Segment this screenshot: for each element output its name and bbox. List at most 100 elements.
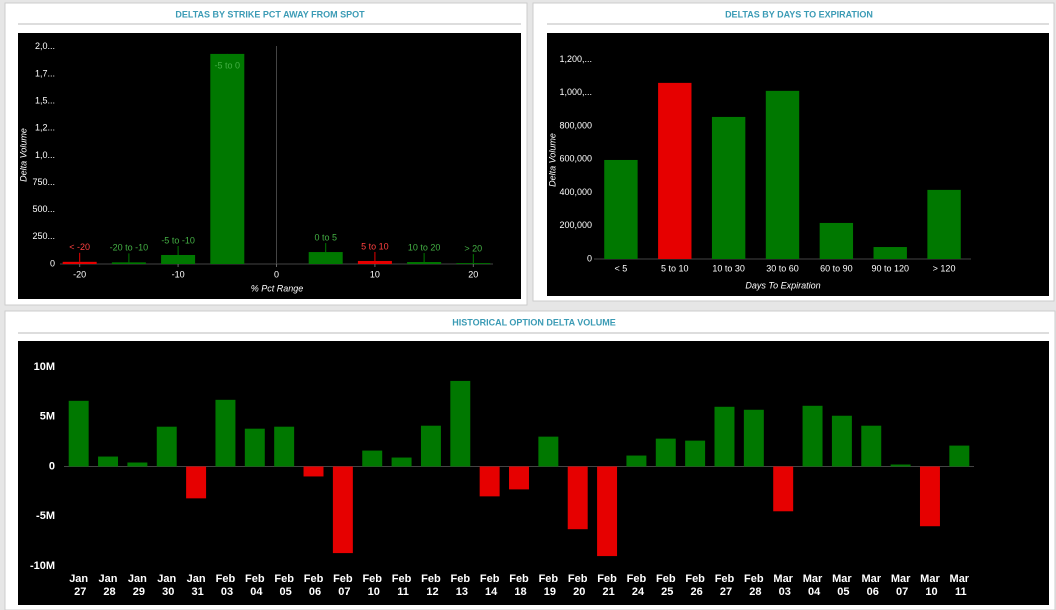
y-tick-label: 1,5... — [35, 96, 55, 106]
y-tick-label: -10M — [30, 560, 55, 572]
plot-bg — [18, 33, 521, 299]
y-tick-label: -5M — [36, 510, 55, 522]
x-tick-label: Mar 05 — [832, 573, 852, 598]
data-label: -20 to -10 — [110, 243, 149, 253]
x-tick-label: 10 to 30 — [712, 263, 745, 273]
y-tick-label: 10M — [34, 361, 55, 373]
y-tick-label: 0 — [49, 460, 55, 472]
bar — [819, 222, 854, 259]
y-tick-label: 2,0... — [35, 41, 55, 51]
x-tick-label: 30 to 60 — [766, 263, 799, 273]
y-axis-title: Delta Volume — [18, 128, 28, 182]
x-tick-label: Mar 07 — [891, 573, 911, 598]
bar — [890, 464, 911, 467]
bar — [802, 405, 823, 467]
bar — [161, 254, 196, 264]
bar — [332, 466, 353, 554]
y-tick-label: 1,7... — [35, 68, 55, 78]
y-tick-label: 0 — [50, 258, 55, 268]
y-tick-label: 1,200,... — [559, 54, 592, 64]
bar — [210, 53, 245, 264]
x-tick-label: -10 — [172, 269, 185, 279]
bar — [604, 159, 638, 259]
x-tick-label: Feb 25 — [656, 573, 676, 598]
x-tick-label: 90 to 120 — [871, 263, 909, 273]
bar — [655, 438, 676, 467]
bar — [391, 457, 412, 467]
bar — [765, 90, 800, 259]
x-tick-label: Mar 06 — [861, 573, 881, 598]
y-tick-label: 1,000,... — [559, 87, 592, 97]
data-label: < -20 — [69, 242, 90, 252]
bar — [685, 440, 706, 467]
x-tick-label: Feb 14 — [480, 573, 500, 598]
y-tick-label: 5M — [40, 411, 55, 423]
bar — [927, 189, 961, 259]
bar — [98, 456, 119, 467]
bar — [186, 466, 207, 499]
x-tick-label: Feb 28 — [744, 573, 764, 598]
bar — [714, 406, 735, 467]
x-tick-label: Feb 27 — [715, 573, 735, 598]
bar — [626, 455, 647, 467]
x-tick-label: Feb 18 — [509, 573, 529, 598]
x-tick-label: < 5 — [615, 263, 628, 273]
bar — [68, 400, 89, 467]
bar — [711, 116, 746, 259]
x-tick-label: Jan 31 — [187, 573, 206, 598]
y-tick-label: 1,0... — [35, 150, 55, 160]
bar — [831, 415, 852, 467]
bar — [538, 436, 559, 467]
x-tick-label: > 120 — [933, 263, 956, 273]
y-tick-label: 500... — [32, 204, 55, 214]
bar — [362, 450, 383, 467]
chart-title: DELTAS BY STRIKE PCT AWAY FROM SPOT — [175, 9, 365, 19]
data-label: -5 to 0 — [215, 60, 241, 70]
x-tick-label: Feb 05 — [274, 573, 294, 598]
bar — [62, 261, 97, 264]
y-axis-title: Delta Volume — [547, 133, 557, 187]
x-tick-label: Jan 28 — [99, 573, 118, 598]
y-tick-label: 800,000 — [559, 120, 592, 130]
bar — [773, 466, 794, 512]
bar — [357, 260, 392, 264]
x-tick-label: Feb 06 — [304, 573, 324, 598]
y-tick-label: 250... — [32, 231, 55, 241]
plot-bg — [18, 341, 1049, 605]
y-tick-label: 750... — [32, 177, 55, 187]
x-tick-label: Jan 27 — [69, 573, 88, 598]
x-tick-label: Mar 11 — [950, 573, 970, 598]
x-tick-label: Feb 11 — [392, 573, 412, 598]
bar — [919, 466, 940, 527]
y-tick-label: 600,000 — [559, 154, 592, 164]
bar — [861, 425, 882, 467]
x-tick-label: Feb 10 — [362, 573, 382, 598]
x-tick-label: Feb 12 — [421, 573, 441, 598]
bar — [308, 252, 343, 264]
x-tick-label: Mar 04 — [803, 573, 823, 598]
y-tick-label: 200,000 — [559, 220, 592, 230]
data-label: 5 to 10 — [361, 241, 389, 251]
bar — [274, 426, 295, 467]
bar — [456, 263, 491, 264]
x-tick-label: Feb 04 — [245, 573, 265, 598]
x-tick-label: Feb 07 — [333, 573, 353, 598]
x-tick-label: Mar 10 — [920, 573, 940, 598]
x-tick-label: 5 to 10 — [661, 263, 689, 273]
bar — [479, 466, 500, 497]
x-tick-label: Jan 30 — [157, 573, 176, 598]
x-tick-label: Feb 26 — [685, 573, 705, 598]
bar — [873, 247, 907, 259]
data-label: 10 to 20 — [408, 242, 441, 252]
x-tick-label: Feb 03 — [216, 573, 236, 598]
bar — [597, 466, 618, 557]
x-axis-title: Days To Expiration — [745, 280, 820, 290]
chart-title: HISTORICAL OPTION DELTA VOLUME — [452, 317, 616, 327]
x-tick-label: Mar 03 — [773, 573, 793, 598]
x-tick-label: 60 to 90 — [820, 263, 853, 273]
x-tick-label: Feb 24 — [627, 573, 647, 598]
bar — [450, 380, 471, 467]
x-tick-label: -20 — [73, 269, 86, 279]
x-axis-title: % Pct Range — [251, 283, 304, 293]
